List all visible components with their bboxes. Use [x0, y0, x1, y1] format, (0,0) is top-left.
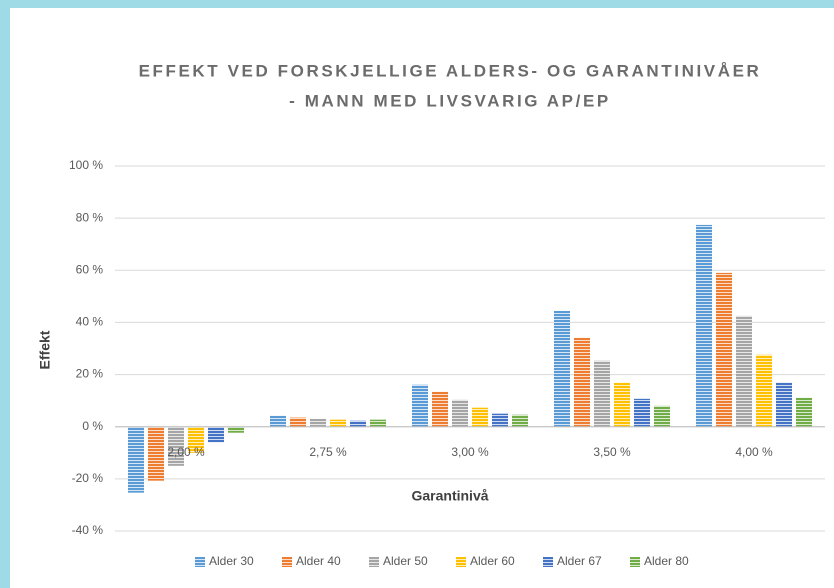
- bar: [128, 426, 144, 493]
- bar: [208, 426, 224, 443]
- legend-swatch: [543, 557, 553, 567]
- legend-label: Alder 50: [383, 554, 428, 568]
- x-tick-label: 4,00 %: [735, 445, 773, 459]
- bar: [716, 272, 732, 427]
- y-tick-label: -20 %: [72, 471, 104, 485]
- chart: EFFEKT VED FORSKJELLIGE ALDERS- OG GARAN…: [10, 8, 834, 588]
- bar: [290, 417, 306, 427]
- y-tick-label: 80 %: [76, 210, 104, 224]
- legend-swatch: [282, 557, 292, 567]
- bar: [452, 399, 468, 427]
- bar: [756, 354, 772, 427]
- legend-label: Alder 67: [557, 554, 602, 568]
- bar: [594, 360, 610, 427]
- bar: [554, 310, 570, 427]
- bar: [492, 413, 508, 427]
- bar: [614, 382, 630, 427]
- bar: [634, 398, 650, 427]
- bar: [330, 419, 346, 427]
- x-axis-title: Garantinivå: [411, 488, 488, 504]
- bar: [736, 315, 752, 427]
- x-tick-label: 3,50 %: [593, 445, 631, 459]
- y-axis-title: Effekt: [37, 330, 53, 369]
- chart-title: - MANN MED LIVSVARIG AP/EP: [289, 91, 611, 110]
- legend-label: Alder 80: [644, 554, 689, 568]
- legend-swatch: [195, 557, 205, 567]
- bar: [370, 419, 386, 427]
- bar: [228, 426, 244, 433]
- bar: [696, 224, 712, 427]
- bar: [472, 407, 488, 427]
- bar: [168, 426, 184, 466]
- y-tick-label: 60 %: [76, 262, 104, 276]
- legend-label: Alder 40: [296, 554, 341, 568]
- bar: [574, 337, 590, 427]
- legend-swatch: [369, 557, 379, 567]
- legend-swatch: [456, 557, 466, 567]
- chart-title: EFFEKT VED FORSKJELLIGE ALDERS- OG GARAN…: [139, 61, 762, 80]
- x-tick-label: 2,00 %: [167, 445, 205, 459]
- y-tick-label: 40 %: [76, 315, 104, 329]
- x-tick-label: 2,75 %: [309, 445, 347, 459]
- y-tick-label: -40 %: [72, 523, 104, 537]
- legend-label: Alder 30: [209, 554, 254, 568]
- legend-label: Alder 60: [470, 554, 515, 568]
- bar: [796, 397, 812, 427]
- bar: [412, 384, 428, 427]
- bar: [654, 405, 670, 427]
- bar: [776, 382, 792, 427]
- bar: [270, 415, 286, 427]
- x-tick-label: 3,00 %: [451, 445, 489, 459]
- y-tick-label: 100 %: [69, 158, 103, 172]
- bar: [350, 420, 366, 427]
- bar: [148, 426, 164, 481]
- y-tick-label: 20 %: [76, 367, 104, 381]
- bar: [432, 391, 448, 427]
- bar: [188, 426, 204, 453]
- legend-swatch: [630, 557, 640, 567]
- bar: [310, 418, 326, 427]
- y-tick-label: 0 %: [82, 419, 103, 433]
- bar: [512, 414, 528, 427]
